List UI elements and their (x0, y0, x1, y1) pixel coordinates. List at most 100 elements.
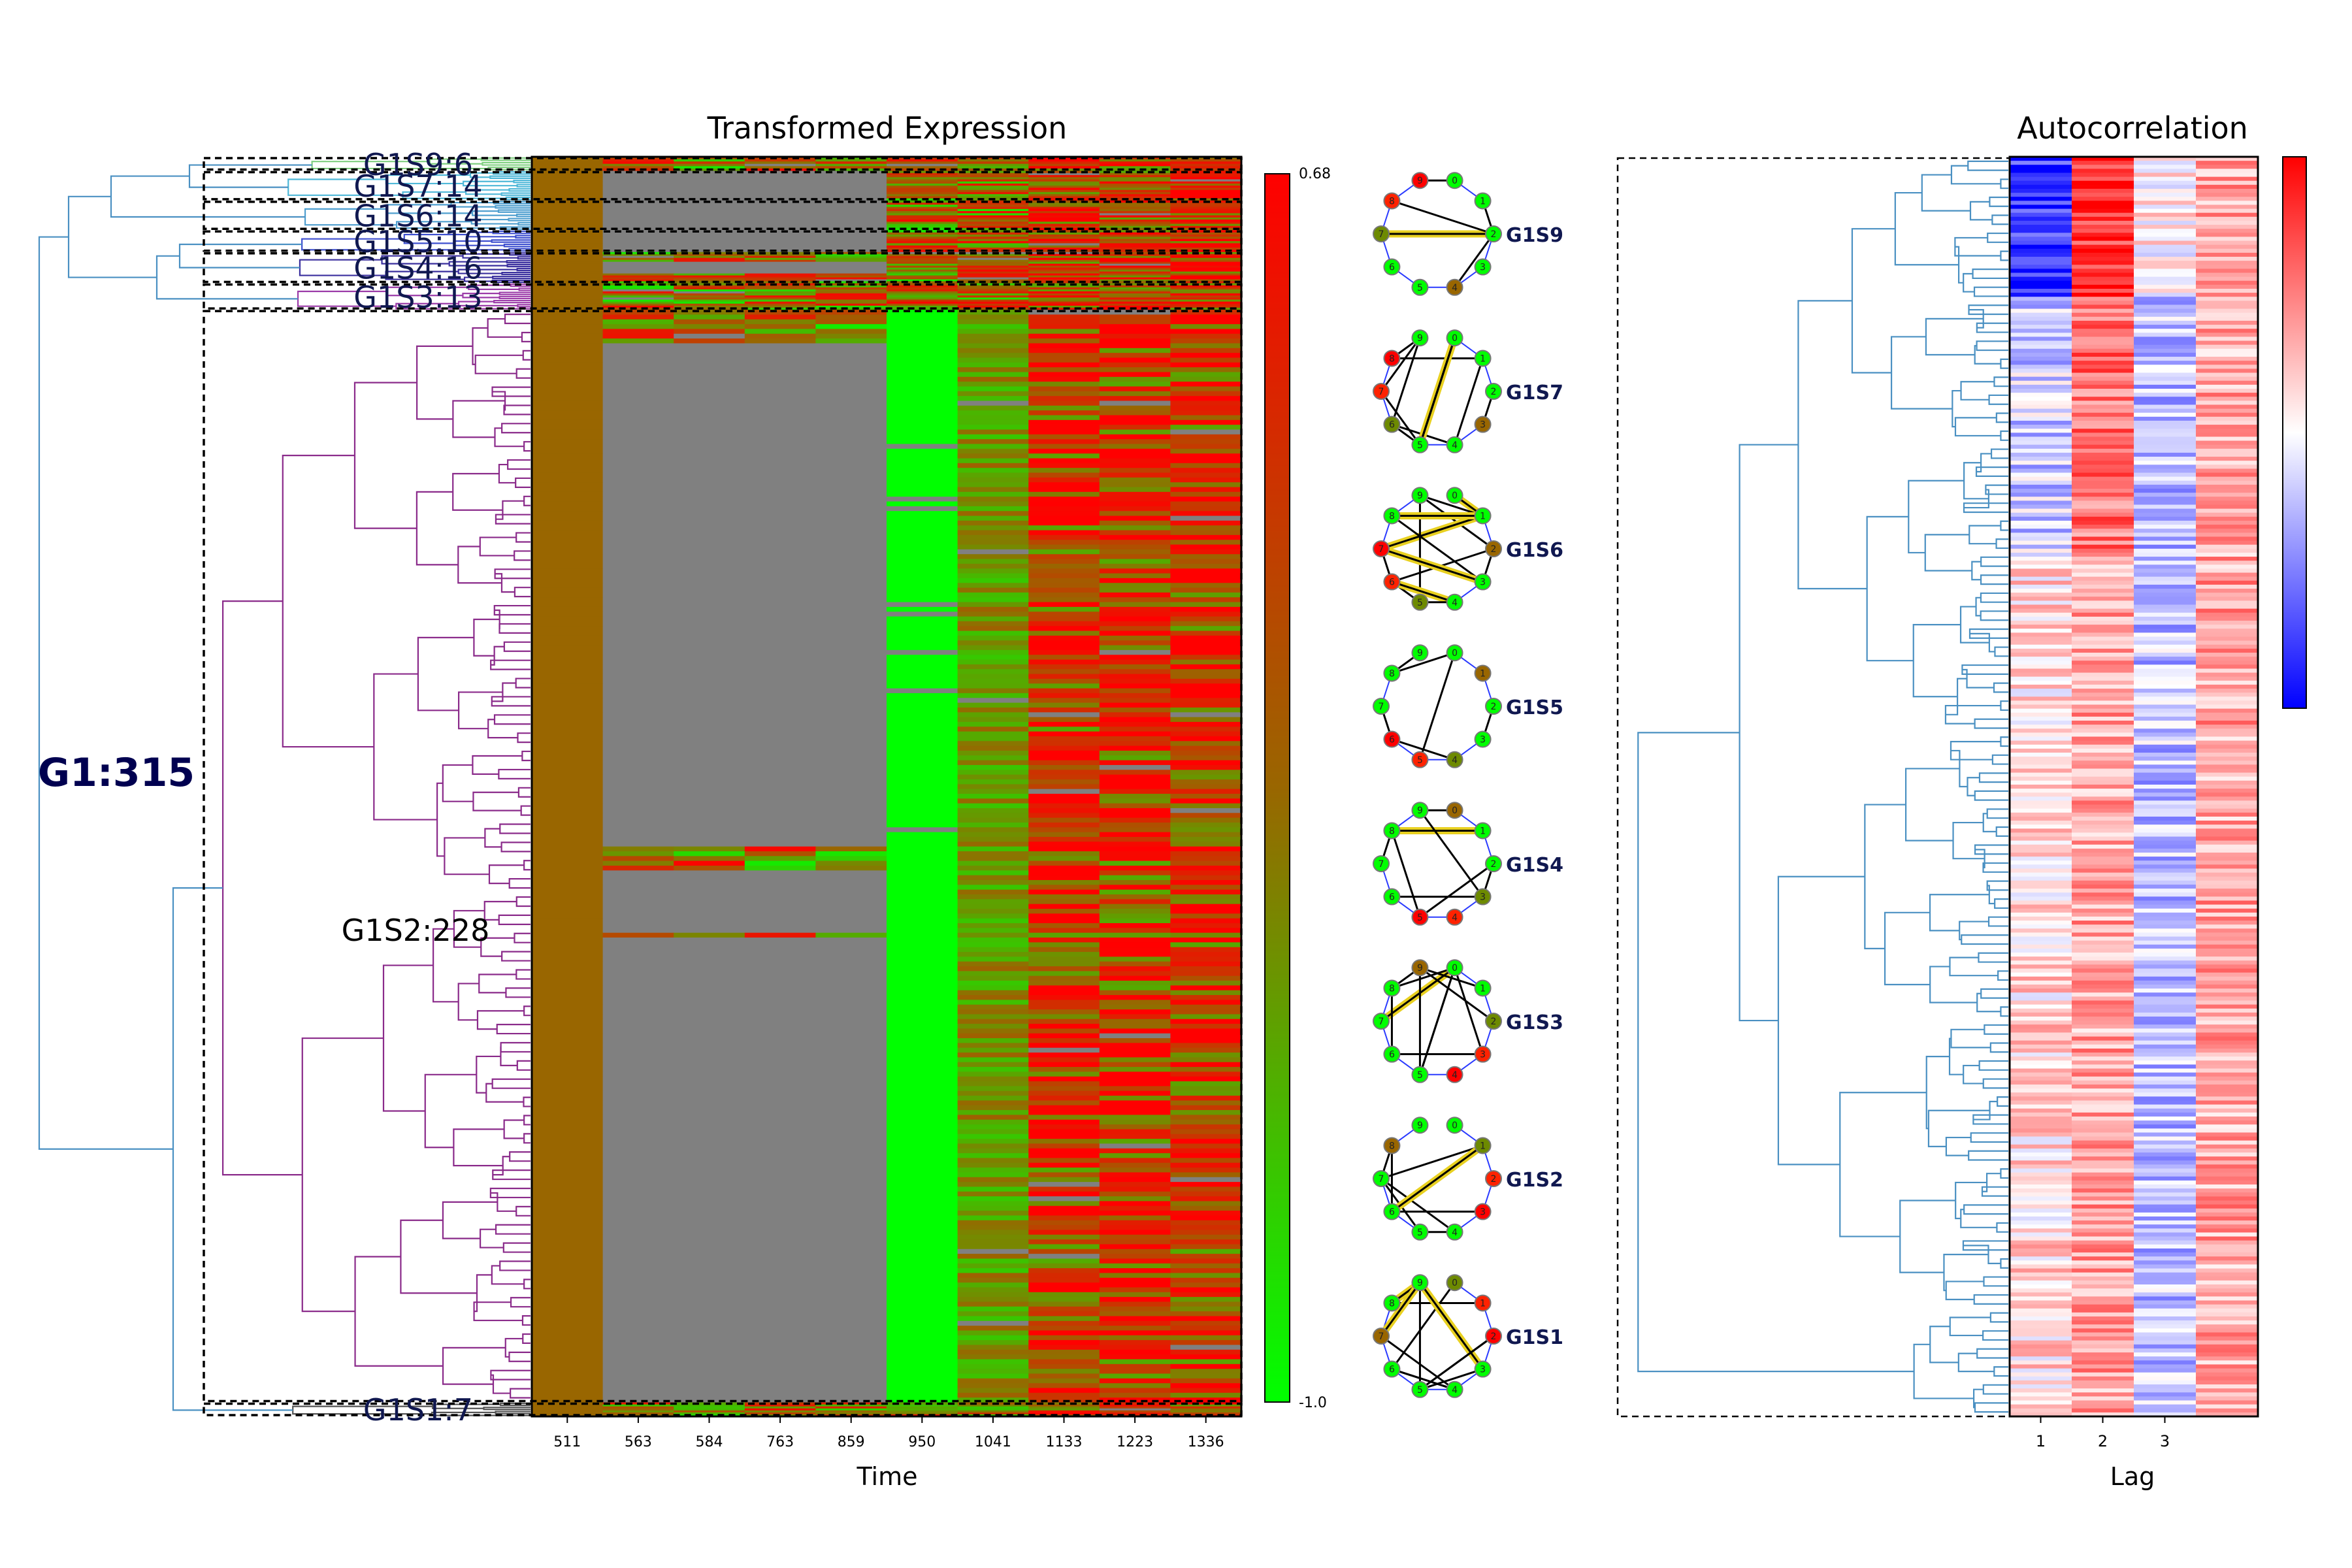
expression-cell (532, 918, 604, 924)
autocorrelation-cell (2072, 968, 2134, 973)
autocorrelation-cell (2196, 348, 2259, 353)
autocorrelation-cell (2072, 329, 2134, 333)
expression-cell (1099, 717, 1171, 723)
autocorrelation-cell (2134, 836, 2197, 841)
expression-cell (1170, 990, 1242, 996)
expression-cell (532, 196, 604, 199)
expression-cell (815, 1383, 887, 1389)
expression-cell (602, 314, 674, 320)
expression-cell (1099, 277, 1171, 280)
expression-cell (1170, 291, 1242, 294)
expression-cell (957, 448, 1029, 454)
expression-cell (887, 1139, 958, 1145)
expression-cell (1170, 1406, 1242, 1409)
network-node-label: 8 (1389, 511, 1395, 521)
autocorrelation-cell (2134, 484, 2197, 489)
expression-cell (815, 439, 887, 445)
expression-cell (815, 1053, 887, 1058)
expression-cell (744, 1205, 816, 1211)
dendrogram-branch (2000, 178, 2008, 189)
expression-cell (744, 1254, 816, 1260)
expression-cell (532, 382, 604, 387)
expression-cell (1170, 1404, 1242, 1407)
network-node (1485, 540, 1502, 557)
expression-cell (1099, 329, 1171, 335)
expression-cell (957, 664, 1029, 670)
expression-cell (1170, 1230, 1242, 1235)
expression-cell (532, 1196, 604, 1202)
autocorrelation-cell (2134, 261, 2197, 265)
expression-cell (602, 664, 674, 670)
expression-cell (602, 1239, 674, 1245)
expression-cell (815, 291, 887, 294)
expression-cell (815, 587, 887, 593)
autocorrelation-cell (2196, 700, 2259, 706)
autocorrelation-cell (2196, 1164, 2259, 1169)
expression-cell (744, 299, 816, 302)
expression-cell (815, 534, 887, 540)
expression-cell (1028, 961, 1100, 967)
network-edge (1380, 337, 1421, 392)
autocorrelation-cell (2010, 828, 2072, 833)
expression-cell (815, 1129, 887, 1135)
expression-cell (1170, 1129, 1242, 1135)
expression-cell (957, 1053, 1029, 1058)
expression-cell (1099, 225, 1171, 229)
expression-cell (532, 261, 604, 265)
expression-cell (1170, 885, 1242, 890)
expression-cell (957, 899, 1029, 905)
autocorrelation-cell (2134, 760, 2197, 765)
expression-cell (674, 750, 745, 756)
expression-cell (532, 822, 604, 828)
expression-cell (887, 1057, 958, 1063)
expression-cell (674, 291, 745, 294)
expression-cell (744, 836, 816, 842)
expression-cell (1170, 928, 1242, 934)
autocorrelation-cell (2072, 644, 2134, 649)
expression-cell (815, 204, 887, 208)
autocorrelation-cell (2196, 584, 2259, 589)
expression-cell (1028, 554, 1100, 560)
expression-cell (957, 1186, 1029, 1192)
autocorrelation-cell (2072, 732, 2134, 738)
autocorrelation-cell (2196, 693, 2259, 697)
expression-cell (1028, 1162, 1100, 1168)
expression-cell (1028, 333, 1100, 339)
expression-cell (674, 277, 745, 280)
expression-cell (815, 194, 887, 197)
x-tick-label: 1041 (975, 1434, 1011, 1450)
expression-cell (815, 712, 887, 718)
expression-cell (744, 1196, 816, 1202)
expression-cell (1170, 1124, 1242, 1130)
expression-cell (744, 273, 816, 276)
network-edge (1380, 1145, 1484, 1180)
autocorrelation-cell (2134, 532, 2197, 538)
network-label: G1S3 (1506, 1011, 1563, 1034)
autocorrelation-cell (2196, 1144, 2259, 1149)
autocorrelation-cell (2134, 172, 2197, 178)
expression-cell (815, 774, 887, 780)
expression-cell (744, 865, 816, 871)
expression-cell (1170, 245, 1242, 248)
expression-cell (1099, 1009, 1171, 1015)
expression-cell (887, 745, 958, 751)
expression-cell (1170, 181, 1242, 184)
autocorrelation-cell (2010, 744, 2072, 749)
autocorrelation-cell (2134, 497, 2197, 501)
expression-cell (744, 698, 816, 704)
autocorrelation-cell (2010, 564, 2072, 570)
expression-cell (674, 879, 745, 885)
expression-cell (602, 764, 674, 770)
autocorrelation-cell (2072, 584, 2134, 589)
expression-cell (602, 253, 674, 257)
cluster-label: G1S5:10 (353, 224, 482, 259)
expression-cell (1170, 549, 1242, 555)
autocorrelation-cell (2196, 916, 2259, 921)
expression-cell (674, 1024, 745, 1029)
expression-cell (1099, 755, 1171, 761)
autocorrelation-cell (2134, 257, 2197, 261)
dendrogram-branch (521, 750, 531, 762)
expression-cell (1170, 1115, 1242, 1120)
expression-cell (1170, 664, 1242, 670)
dendrogram-branch (476, 1010, 525, 1030)
